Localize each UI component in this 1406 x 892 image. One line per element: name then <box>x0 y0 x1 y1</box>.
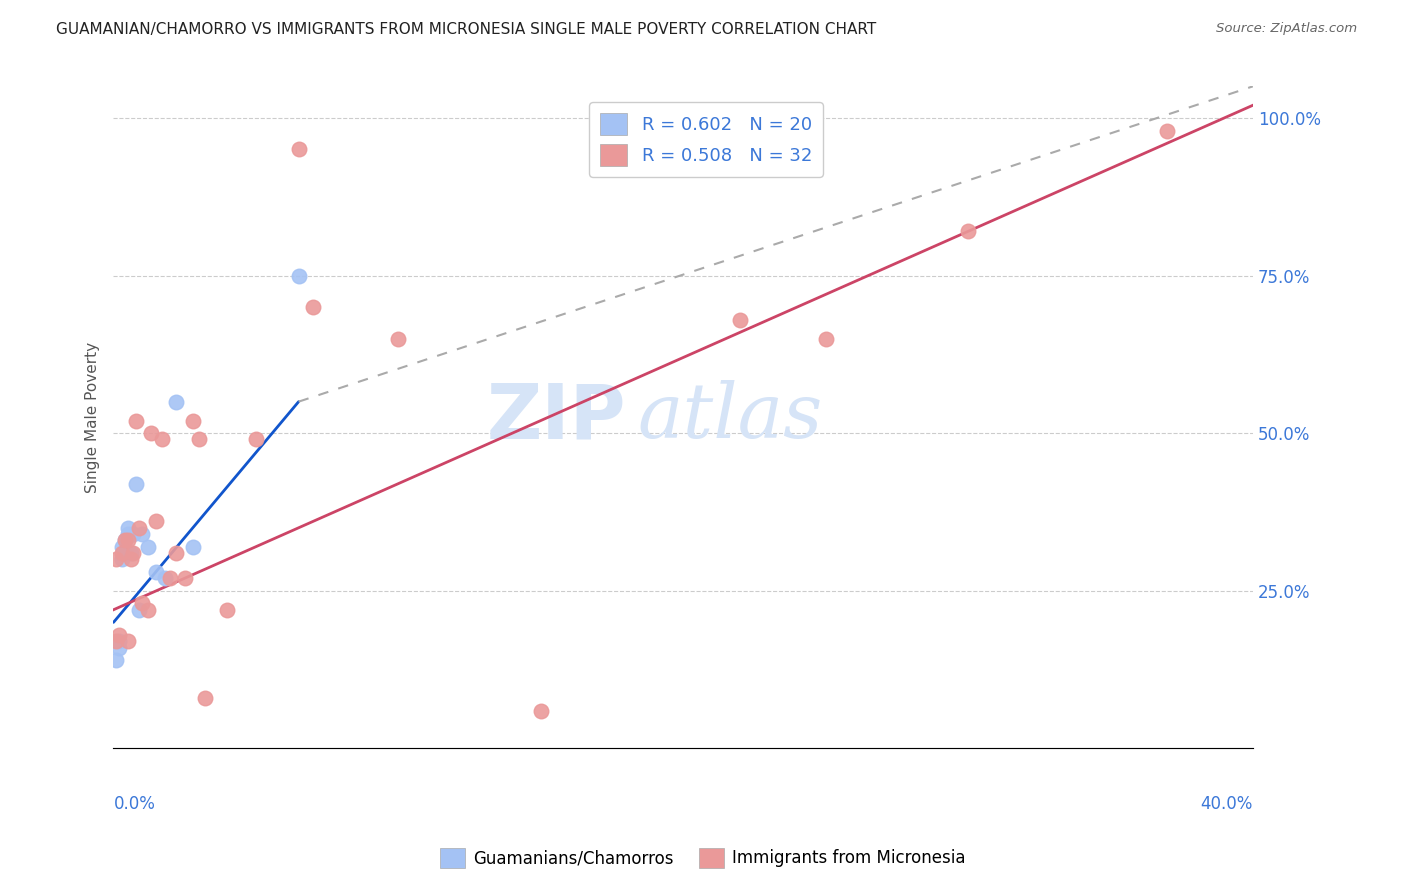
Point <box>114 533 136 548</box>
Point <box>145 565 167 579</box>
Point <box>814 332 837 346</box>
Point <box>122 546 145 560</box>
Point <box>194 691 217 706</box>
Point <box>114 533 136 548</box>
Point <box>150 433 173 447</box>
Legend: Guamanians/Chamorros, Immigrants from Micronesia: Guamanians/Chamorros, Immigrants from Mi… <box>433 841 973 875</box>
Point <box>105 552 128 566</box>
Point <box>120 552 142 566</box>
Text: Source: ZipAtlas.com: Source: ZipAtlas.com <box>1216 22 1357 36</box>
Point <box>117 527 139 541</box>
Point <box>387 332 409 346</box>
Point <box>117 634 139 648</box>
Y-axis label: Single Male Poverty: Single Male Poverty <box>86 342 100 493</box>
Text: ZIP: ZIP <box>486 380 626 454</box>
Point <box>136 603 159 617</box>
Point <box>181 540 204 554</box>
Point <box>153 571 176 585</box>
Point <box>159 571 181 585</box>
Text: atlas: atlas <box>637 380 823 454</box>
Point <box>728 312 751 326</box>
Point <box>131 527 153 541</box>
Point <box>120 546 142 560</box>
Point <box>128 603 150 617</box>
Point <box>956 224 979 238</box>
Point <box>139 426 162 441</box>
Point <box>117 533 139 548</box>
Point <box>114 546 136 560</box>
Point <box>111 552 134 566</box>
Legend: R = 0.602   N = 20, R = 0.508   N = 32: R = 0.602 N = 20, R = 0.508 N = 32 <box>589 102 823 177</box>
Point <box>128 521 150 535</box>
Point <box>122 527 145 541</box>
Point <box>530 704 553 718</box>
Point <box>165 394 187 409</box>
Point <box>111 540 134 554</box>
Point <box>108 640 131 655</box>
Text: 40.0%: 40.0% <box>1201 795 1253 813</box>
Point <box>173 571 195 585</box>
Point <box>187 433 209 447</box>
Point <box>287 268 309 283</box>
Point <box>181 413 204 427</box>
Point <box>302 300 325 314</box>
Point <box>217 603 239 617</box>
Point <box>108 634 131 648</box>
Point <box>111 546 134 560</box>
Point <box>108 628 131 642</box>
Point <box>245 433 267 447</box>
Point <box>105 634 128 648</box>
Point <box>131 597 153 611</box>
Point <box>136 540 159 554</box>
Point <box>287 143 309 157</box>
Point <box>1156 123 1178 137</box>
Point <box>125 413 148 427</box>
Point <box>125 476 148 491</box>
Text: GUAMANIAN/CHAMORRO VS IMMIGRANTS FROM MICRONESIA SINGLE MALE POVERTY CORRELATION: GUAMANIAN/CHAMORRO VS IMMIGRANTS FROM MI… <box>56 22 876 37</box>
Point <box>117 521 139 535</box>
Text: 0.0%: 0.0% <box>114 795 156 813</box>
Point <box>165 546 187 560</box>
Point <box>105 653 128 667</box>
Point <box>145 515 167 529</box>
